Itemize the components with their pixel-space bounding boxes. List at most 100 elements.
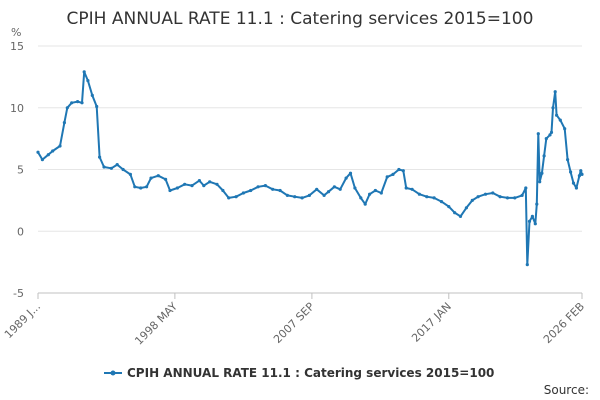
data-point xyxy=(307,193,311,197)
data-point xyxy=(404,186,408,190)
legend-dot-marker xyxy=(110,370,116,376)
data-point xyxy=(464,206,468,210)
data-point xyxy=(579,169,583,173)
data-point xyxy=(70,101,74,105)
data-point xyxy=(574,186,579,190)
data-point xyxy=(215,182,219,186)
data-point xyxy=(551,106,555,110)
x-tick-label: 1998 MAY xyxy=(132,300,180,348)
data-point xyxy=(542,154,546,158)
data-point xyxy=(76,100,80,104)
data-point xyxy=(285,193,289,197)
data-point xyxy=(527,219,532,223)
y-tick-label: 0 xyxy=(17,225,24,238)
legend[interactable]: CPIH ANNUAL RATE 11.1 : Catering service… xyxy=(104,366,494,380)
data-point xyxy=(520,193,524,197)
data-point xyxy=(580,172,584,176)
data-point xyxy=(505,196,510,200)
data-point xyxy=(58,144,62,148)
gridlines xyxy=(38,45,582,232)
y-tick-label: 10 xyxy=(10,102,24,115)
data-point xyxy=(121,167,125,172)
y-axis-unit-label: % xyxy=(11,26,21,39)
data-point xyxy=(470,198,474,202)
data-point xyxy=(548,133,552,137)
data-point xyxy=(453,211,457,215)
data-point xyxy=(373,188,377,193)
data-point xyxy=(363,202,367,206)
data-point xyxy=(368,192,372,196)
data-point xyxy=(571,181,576,185)
data-point xyxy=(569,170,573,174)
data-point xyxy=(65,106,69,110)
data-point xyxy=(183,182,187,186)
data-point xyxy=(227,196,231,200)
data-point xyxy=(98,155,102,159)
data-point xyxy=(51,149,55,153)
data-point xyxy=(46,153,50,157)
data-point xyxy=(544,137,548,141)
data-point xyxy=(344,176,348,180)
data-point xyxy=(315,187,319,191)
legend-label: CPIH ANNUAL RATE 11.1 : Catering service… xyxy=(127,366,494,380)
x-tick-label: 1989 J... xyxy=(2,300,43,341)
data-point xyxy=(536,132,540,136)
y-tick-label: -5 xyxy=(13,287,24,300)
data-point xyxy=(447,205,451,209)
data-point xyxy=(425,195,429,199)
data-point xyxy=(535,202,539,206)
x-tick-label: 2017 JAN xyxy=(409,300,454,345)
data-point xyxy=(263,184,267,188)
x-tick-label: 2007 SEP xyxy=(271,300,317,346)
x-tick-label: 2026 FEB xyxy=(541,300,587,346)
data-point xyxy=(417,192,421,196)
data-point xyxy=(577,174,582,178)
data-point xyxy=(40,158,45,162)
data-point xyxy=(80,101,84,105)
data-point xyxy=(256,185,260,189)
data-point xyxy=(353,186,357,190)
data-point xyxy=(385,175,389,179)
data-point xyxy=(128,172,132,176)
data-point xyxy=(271,187,275,191)
data-point xyxy=(332,185,336,189)
data-point xyxy=(175,186,179,190)
data-point xyxy=(476,195,480,199)
data-point xyxy=(109,166,113,170)
data-point xyxy=(168,188,172,193)
data-point xyxy=(326,190,331,194)
data-point xyxy=(401,169,405,173)
data-point xyxy=(498,195,502,199)
data-point xyxy=(439,200,444,204)
data-point xyxy=(538,180,542,184)
data-point xyxy=(338,187,342,191)
data-point xyxy=(563,127,567,131)
data-point xyxy=(139,186,143,190)
data-point xyxy=(379,191,383,195)
data-point xyxy=(145,185,149,189)
y-tick-label: 5 xyxy=(17,164,24,177)
data-point xyxy=(549,130,554,134)
data-point xyxy=(530,214,535,218)
x-axis-ticks: 1989 J... 1998 MAY 2007 SEP 2017 JAN 2026 FE… xyxy=(2,293,587,348)
data-point xyxy=(410,187,414,191)
data-point xyxy=(322,193,326,197)
data-point xyxy=(36,150,40,154)
data-point xyxy=(149,176,153,180)
data-point xyxy=(348,171,353,175)
data-point xyxy=(156,174,160,178)
source-label: Source: xyxy=(544,383,589,397)
data-point xyxy=(278,188,282,193)
data-point xyxy=(566,158,570,162)
data-point xyxy=(133,185,137,189)
data-point xyxy=(202,184,206,188)
data-point xyxy=(432,196,436,200)
data-point xyxy=(558,118,562,122)
data-point xyxy=(95,104,99,109)
data-point xyxy=(533,222,537,226)
data-point xyxy=(491,191,495,195)
data-point xyxy=(513,196,517,200)
series-group xyxy=(36,70,584,267)
data-point xyxy=(62,121,66,125)
